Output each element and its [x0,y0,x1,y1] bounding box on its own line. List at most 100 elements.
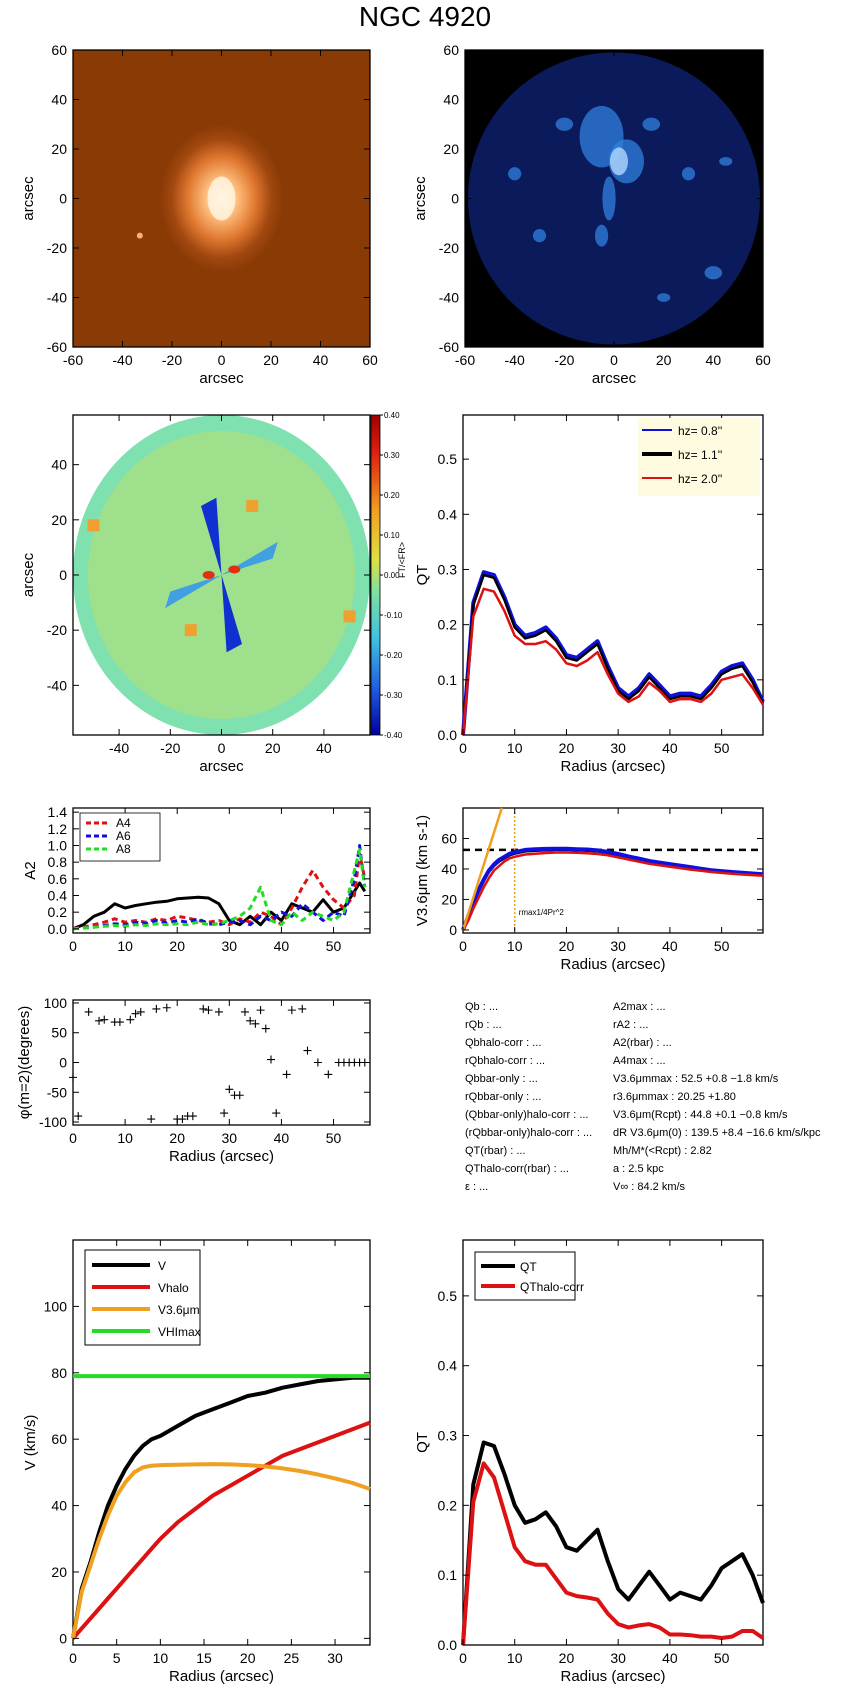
qt-halo-ytick-label: 0.5 [438,1288,458,1304]
blue-image-blob [594,224,609,247]
orange-image-xtick-label: -60 [63,352,83,368]
blue-image-xtick-label: -20 [554,352,574,368]
ratio-blue-wing [221,575,242,653]
qt-hz-ylabel: QT [414,565,431,586]
phase-ylabel: φ(m=2)(degrees) [16,1006,33,1120]
vel-ytick-label: 0 [449,922,457,938]
qt-hz-ytick-label: 0.0 [438,727,458,743]
vrot-ytick-label: 40 [51,1498,67,1514]
phase-point [214,1007,223,1016]
vrot-xtick-label: 10 [153,1650,169,1666]
info-right-line: A4max : ... [613,1055,666,1067]
orange-image-ytick-label: 40 [51,92,67,108]
a2-ytick-label: 1.0 [48,838,68,854]
vel-xtick-label: 10 [507,938,523,954]
ratio-map-xtick-label: 0 [218,740,226,756]
qt-hz-xtick-label: 40 [662,740,678,756]
qt-halo-ytick-label: 0.1 [438,1567,458,1583]
vel-annotation: rmax1/4Pr^2 [519,908,565,917]
phase-frame [72,999,371,1126]
phase-point [115,1018,124,1027]
vrot-frame [72,1239,371,1646]
a2-legend-label: A4 [116,816,131,830]
orange-image-ytick-label: 0 [59,191,67,207]
blue-image-blob [555,117,574,131]
info-right-line: rA2 : ... [613,1019,648,1031]
vrot-legend-label: Vhalo [158,1281,189,1295]
qt-hz-ytick-label: 0.5 [438,451,458,467]
orange-star [136,232,143,239]
qt-hz-ytick-label: 0.1 [438,672,458,688]
blue-image-ytick-label: 40 [443,92,459,108]
blue-image-ytick-label: 60 [443,42,459,58]
a2-xtick-label: 10 [117,938,133,954]
phase-xtick-label: 40 [274,1130,290,1146]
a2-ytick-label: 0.6 [48,871,68,887]
phase-point [136,1007,145,1016]
ratio-map-xtick-label: 20 [265,740,281,756]
vrot-legend-label: V3.6μm [158,1303,200,1317]
qt-halo-xtick-label: 30 [610,1650,626,1666]
qt-halo-frame [462,1239,764,1646]
ratio-blue-wing [201,497,222,575]
info-left-line: Qbhalo-corr : ... [465,1037,541,1049]
vrot-ytick-label: 60 [51,1431,67,1447]
phase-point [261,1024,270,1033]
vrot-ytick-label: 20 [51,1564,67,1580]
vel-ytick-label: 40 [441,861,457,877]
qt-hz-xlabel: Radius (arcsec) [560,758,665,775]
blue-image-xtick-label: 20 [656,352,672,368]
a2-legend-label: A8 [116,842,131,856]
phase-point [74,1112,83,1121]
blue-image-blob [532,229,547,243]
colorbar-tick-label: -0.30 [384,691,403,700]
vel-ytick-label: 60 [441,830,457,846]
vrot-xtick-label: 5 [113,1650,121,1666]
a2-ytick-label: 1.4 [48,804,68,820]
info-left-line: QThalo-corr(rbar) : ... [465,1163,569,1175]
ratio-map-ytick-label: 0 [59,567,67,583]
qt-halo-ytick-label: 0.3 [438,1428,458,1444]
qt-hz-series-line [461,573,765,736]
vrot-series-line [71,1462,371,1639]
phase-ytick-label: 0 [59,1055,67,1071]
a2-ytick-label: 1.2 [48,821,68,837]
a2-ylabel: A2 [22,861,39,879]
phase-point [324,1070,333,1079]
info-left-line: (rQbbar-only)halo-corr : ... [465,1127,592,1139]
colorbar-tick-label: 0.30 [384,451,400,460]
qt-hz-ytick-label: 0.3 [438,561,458,577]
colorbar [370,414,381,736]
qt-halo-legend-box [474,1251,576,1301]
vrot-legend-label: VHImax [158,1325,201,1339]
blue-image-blob [657,293,671,302]
vel-ytick-label: 20 [441,891,457,907]
orange-image-xtick-label: 20 [263,352,279,368]
a2-xtick-label: 0 [69,938,77,954]
ratio-map-ytick-label: 40 [51,457,67,473]
info-right-line: dR V3.6μm(0) : 139.5 +8.4 −16.6 km/s/kpc [613,1127,821,1139]
a2-xtick-label: 50 [326,938,342,954]
info-right-line: V∞ : 84.2 km/s [613,1181,686,1193]
info-right-line: V3.6μmmax : 52.5 +0.8 −1.8 km/s [613,1073,779,1085]
info-left-line: rQb : ... [465,1019,502,1031]
phase-point [178,1115,187,1124]
phase-point [240,1007,249,1016]
phase-point [204,1006,213,1015]
blue-image-xtick-label: 0 [610,352,618,368]
qt-hz-xtick-label: 20 [559,740,575,756]
info-left-line: rQbbar-only : ... [465,1091,541,1103]
qt-halo-xtick-label: 10 [507,1650,523,1666]
ratio-cyan-wing [165,575,222,609]
orange-image-xlabel: arcsec [199,370,244,387]
qt-hz-xtick-label: 0 [459,740,467,756]
orange-galaxy-core [207,176,236,221]
phase-xlabel: Radius (arcsec) [169,1148,274,1165]
blue-image-blob [602,176,616,221]
vel-xtick-label: 50 [714,938,730,954]
qt-halo-ytick-label: 0.4 [438,1358,458,1374]
a2-ytick-label: 0.4 [48,888,68,904]
orange-image-ylabel: arcsec [20,176,37,221]
vrot-xtick-label: 25 [284,1650,300,1666]
blue-image-blob [719,156,733,166]
